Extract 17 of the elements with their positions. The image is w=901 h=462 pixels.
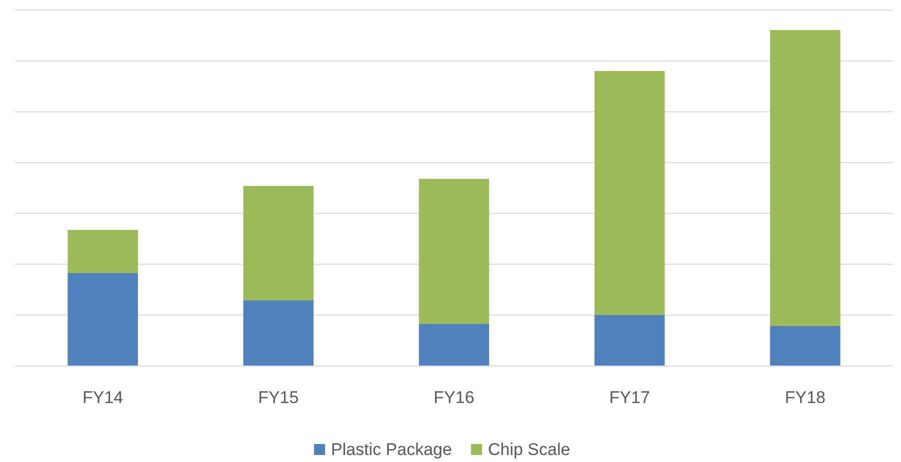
x-tick-label: FY18 xyxy=(784,388,826,407)
bar xyxy=(594,314,665,366)
x-tick-label: FY16 xyxy=(434,388,474,407)
x-tick-label: FY15 xyxy=(258,388,299,407)
bar xyxy=(418,324,490,366)
bar xyxy=(594,70,665,315)
bar xyxy=(418,178,490,324)
legend-label: Chip Scale xyxy=(488,440,570,459)
x-tick-label: FY14 xyxy=(82,388,124,407)
bar xyxy=(770,326,840,366)
bar xyxy=(68,272,138,366)
bar xyxy=(770,30,840,326)
bar xyxy=(243,300,314,366)
bar xyxy=(243,186,314,300)
bar xyxy=(68,230,138,273)
legend-label: Plastic Package xyxy=(331,440,452,459)
x-tick-label: FY17 xyxy=(609,388,650,407)
